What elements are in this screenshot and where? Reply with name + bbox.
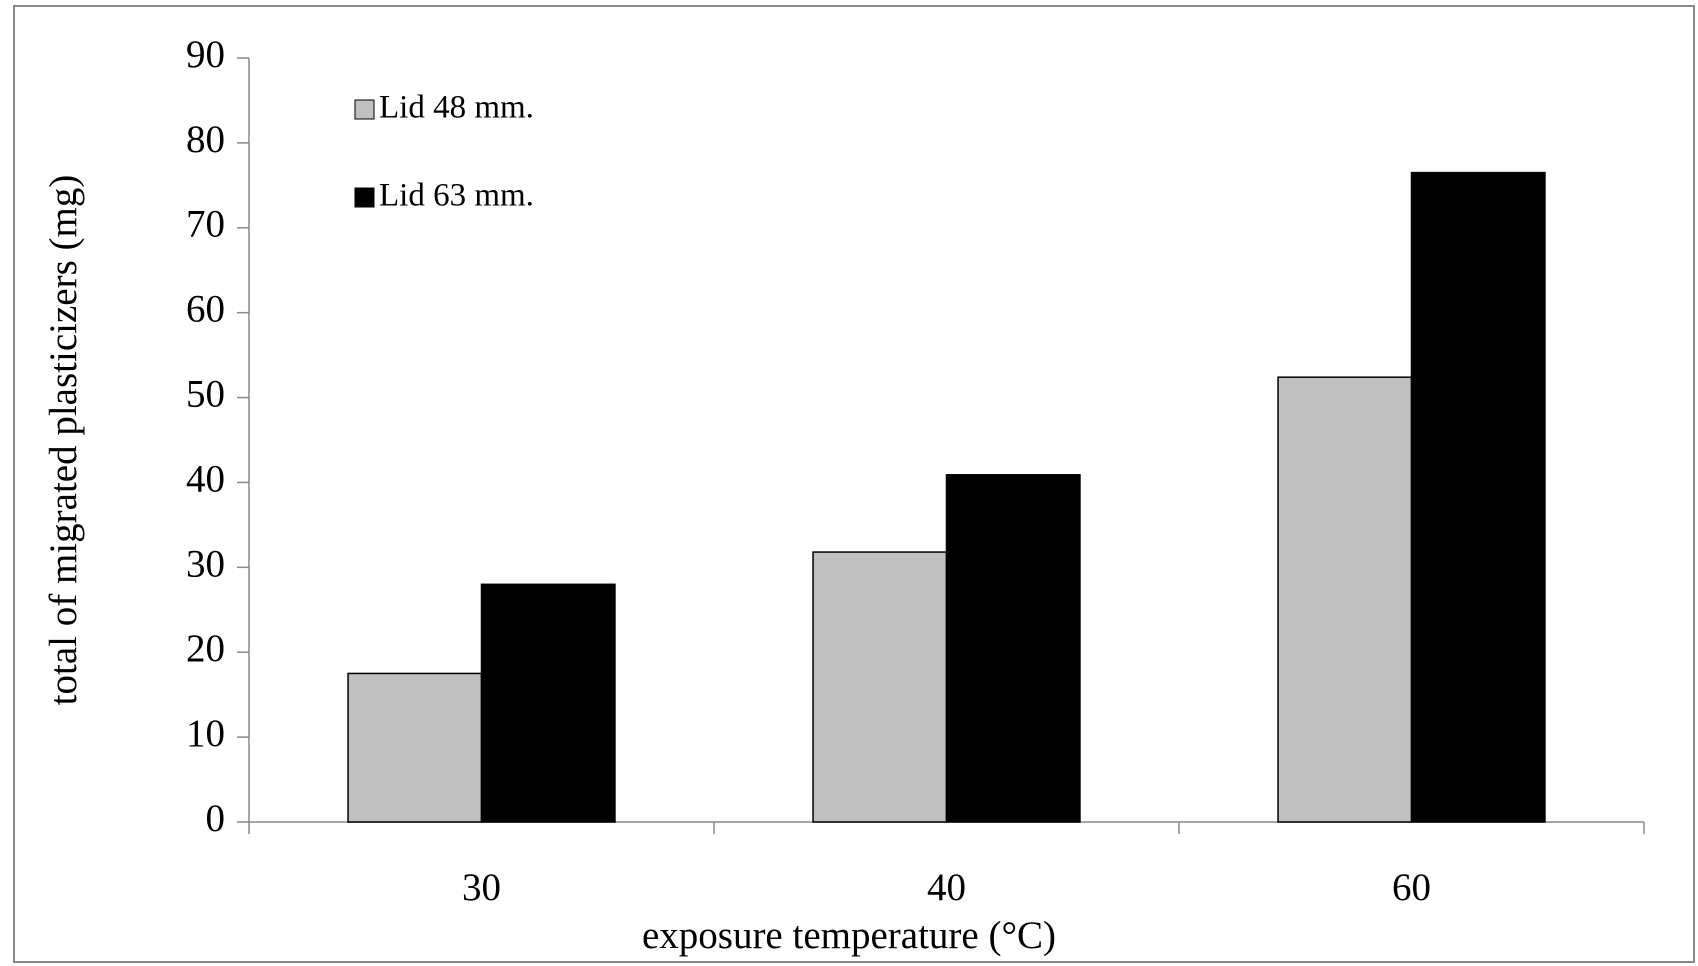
legend-swatch [354, 99, 375, 120]
x-axis-label: exposure temperature (°C) [642, 914, 1056, 957]
y-tick-label: 60 [186, 288, 225, 331]
x-tick-label: 60 [1392, 866, 1431, 909]
bar [812, 551, 948, 823]
y-tick-label: 50 [186, 373, 225, 416]
bar [945, 474, 1081, 823]
bar [480, 583, 616, 823]
y-tick-label: 90 [186, 33, 225, 76]
bar [347, 672, 483, 823]
x-tick-label: 30 [462, 866, 501, 909]
y-tick-label: 40 [186, 457, 225, 500]
y-tick-label: 70 [186, 203, 225, 246]
y-tick-label: 20 [186, 627, 225, 670]
y-tick-label: 0 [206, 797, 226, 840]
bar [1277, 376, 1413, 823]
legend-swatch [354, 187, 375, 208]
y-tick-label: 80 [186, 118, 225, 161]
y-tick-label: 10 [186, 712, 225, 755]
x-tick-label: 40 [927, 866, 966, 909]
y-axis-label: total of migrated plasticizers (mg) [42, 175, 85, 706]
bar [1410, 171, 1546, 823]
legend-label: Lid 48 mm. [379, 90, 534, 126]
legend-label: Lid 63 mm. [379, 178, 534, 214]
y-tick-label: 30 [186, 542, 225, 585]
